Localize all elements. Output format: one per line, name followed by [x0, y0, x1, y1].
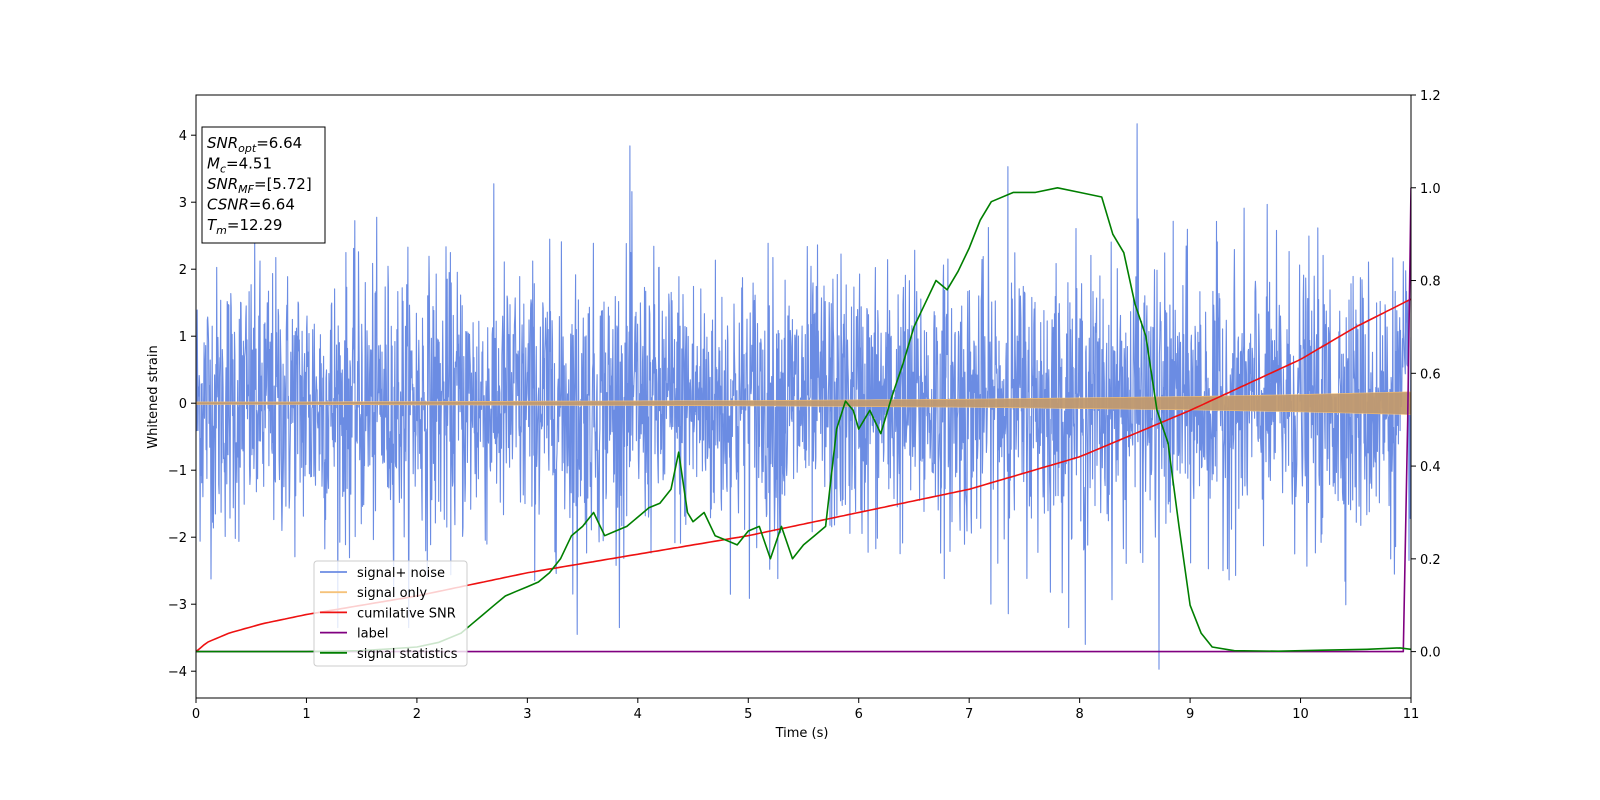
legend-entry-label: cumilative SNR	[357, 606, 456, 621]
info-sub: opt	[238, 142, 257, 155]
info-box: SNRopt=6.64Mc=4.51SNRMF=[5.72]CSNR=6.64T…	[201, 126, 326, 244]
x-axis-label: Time (s)	[775, 726, 829, 741]
series-signal-only	[196, 391, 1411, 415]
info-line: Tm=12.29	[207, 216, 282, 237]
x-tick-label: 3	[523, 707, 531, 722]
x-tick-label: 5	[744, 707, 752, 722]
x-tick-label: 6	[855, 707, 863, 722]
x-tick-label: 4	[634, 707, 642, 722]
info-value: =6.64	[256, 134, 302, 152]
info-sub: c	[220, 163, 226, 176]
y-tick-label: 1	[179, 330, 187, 345]
legend-frame	[313, 560, 468, 667]
info-line: Mc=4.51	[207, 155, 272, 176]
info-value: =[5.72]	[254, 175, 312, 193]
x-tick-label: 2	[413, 707, 421, 722]
y2-tick-label: 0.4	[1420, 460, 1441, 475]
legend-entry-label: signal statistics	[357, 647, 458, 662]
info-value: =6.64	[249, 196, 295, 214]
y-tick-label: 0	[179, 397, 187, 412]
y-axis-label: Whitened strain	[146, 345, 161, 448]
y2-tick-label: 1.0	[1420, 182, 1441, 197]
info-var: CSNR	[207, 196, 249, 214]
x-tick-label: 8	[1075, 707, 1083, 722]
y-axis-right: 0.0 0.2 0.4 0.6 0.8 1.0 1.2	[1411, 89, 1441, 661]
x-tick-label: 11	[1403, 707, 1420, 722]
info-var: SNR	[207, 134, 238, 152]
info-var: M	[207, 155, 220, 173]
info-box-frame	[201, 126, 326, 244]
y2-tick-label: 1.2	[1420, 89, 1441, 104]
y-tick-label: 3	[179, 196, 187, 211]
info-var: T	[207, 216, 218, 234]
series-signal-noise	[196, 123, 1411, 670]
plot-frame	[195, 94, 1412, 699]
y-tick-label: −1	[168, 464, 187, 479]
x-tick-label: 1	[302, 707, 310, 722]
info-value: =4.51	[226, 155, 272, 173]
x-axis: 0 1 2 3 4 5 6 7 8 9 10 11	[192, 698, 1419, 722]
y2-tick-label: 0.0	[1420, 646, 1441, 661]
signal-only-band	[196, 391, 1411, 415]
y-tick-label: 4	[179, 129, 187, 144]
info-var: SNR	[207, 175, 238, 193]
info-sub: MF	[238, 183, 254, 196]
info-sub: m	[216, 224, 227, 237]
info-value: =12.29	[227, 216, 283, 234]
signal-statistics-line	[196, 187, 1411, 653]
x-tick-label: 7	[965, 707, 973, 722]
series-signal-statistics	[196, 187, 1411, 653]
y-axis-left: −4 −3 −2 −1 0 1 2 3 4	[168, 129, 196, 680]
legend-entry-label: signal+ noise	[357, 566, 445, 581]
x-tick-label: 0	[192, 707, 200, 722]
info-line: SNRMF=[5.72]	[207, 175, 312, 196]
label-line	[196, 187, 1411, 653]
y2-tick-label: 0.2	[1420, 553, 1441, 568]
legend-entry-label: signal only	[357, 586, 427, 601]
y-tick-label: −2	[168, 531, 187, 546]
y2-tick-label: 0.6	[1420, 367, 1441, 382]
signal-noise-line	[196, 123, 1411, 670]
legend-entry-label: label	[357, 627, 388, 642]
legend: signal+ noise signal only cumilative SNR la…	[313, 560, 468, 667]
x-tick-label: 9	[1186, 707, 1194, 722]
y-tick-label: −3	[168, 598, 187, 613]
info-line: CSNR=6.64	[207, 196, 295, 214]
y2-tick-label: 0.8	[1420, 275, 1441, 290]
y-tick-label: −4	[168, 665, 187, 680]
y-tick-label: 2	[179, 263, 187, 278]
x-tick-label: 10	[1292, 707, 1309, 722]
info-line: SNRopt=6.64	[207, 134, 302, 155]
series-label	[196, 187, 1411, 653]
